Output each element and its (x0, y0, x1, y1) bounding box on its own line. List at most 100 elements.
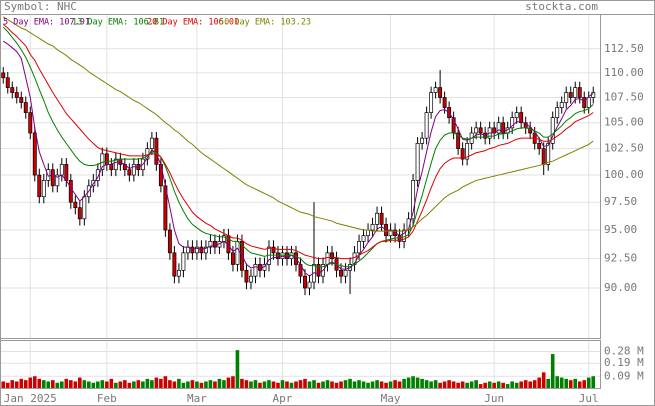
volume-bar (586, 377, 591, 388)
price-panel (0, 14, 601, 339)
volume-bar (442, 381, 447, 388)
candle-body (339, 269, 343, 277)
y-tick-label: 110.00 (604, 66, 644, 79)
volume-bar (514, 382, 519, 388)
candle-body (249, 275, 253, 283)
volume-bar (244, 380, 249, 388)
volume-bar (568, 380, 573, 388)
candle-body (208, 241, 213, 248)
candle-body (501, 122, 506, 134)
volume-bar (145, 378, 150, 388)
volume-bar (537, 377, 541, 388)
candle-body (73, 201, 78, 209)
candle-body (586, 97, 591, 108)
ema-line (2, 40, 594, 277)
x-tick-label: Jun (484, 392, 504, 405)
volume-bar (474, 380, 478, 388)
y-tick-label: 97.50 (604, 195, 637, 208)
volume-bar (451, 381, 456, 388)
volume-bar (10, 380, 15, 388)
volume-bar (433, 380, 438, 388)
volume-bar (199, 382, 204, 388)
candle-body (510, 117, 515, 129)
candle-body (411, 180, 416, 220)
candle-body (190, 246, 195, 254)
volume-bar (271, 381, 276, 388)
ema-line (2, 16, 594, 232)
volume-bar (330, 381, 334, 388)
volume-bar (186, 381, 190, 388)
candle-body (167, 229, 172, 254)
volume-bar (577, 381, 582, 388)
candle-body (276, 252, 280, 259)
volume-bar (370, 381, 375, 388)
candle-body (181, 252, 186, 271)
volume-bar (357, 380, 361, 388)
candle-body (23, 102, 28, 113)
volume-bar (55, 382, 60, 388)
volume-bar (114, 382, 118, 388)
volume-bar (582, 380, 587, 388)
volume-bar (393, 380, 397, 388)
volume-bar (348, 378, 352, 388)
volume-bar (339, 381, 343, 388)
volume-tick-label: 0.28 M (604, 344, 644, 357)
volume-bar (307, 381, 312, 388)
volume-bar (91, 382, 96, 388)
volume-bar (532, 380, 537, 388)
candle-body (59, 164, 64, 176)
candle-body (559, 102, 564, 108)
volume-bar (100, 380, 105, 388)
volume-bar (141, 381, 145, 388)
volume-bar (460, 381, 465, 388)
volume-bar (60, 381, 64, 388)
volume-bar (14, 381, 19, 388)
legend-entry: 20 Day EMA: 106.01 (147, 18, 239, 28)
volume-bar (312, 380, 316, 388)
candle-body (41, 180, 46, 198)
volume-bar (217, 378, 222, 388)
volume-bar (406, 377, 411, 388)
volume-bar (150, 380, 154, 388)
volume-bar (96, 381, 100, 388)
y-tick-label: 92.50 (604, 252, 637, 265)
volume-bar (343, 380, 348, 388)
volume-bar (564, 378, 569, 388)
candle-body (37, 174, 42, 198)
volume-bar (298, 380, 303, 388)
volume-bar (78, 377, 82, 388)
candle-body (442, 97, 447, 108)
candle-body (199, 246, 204, 254)
volume-bar (159, 378, 163, 388)
candle-body (95, 169, 100, 181)
volume-bar (136, 380, 141, 388)
volume-bar (573, 378, 578, 388)
volume-bar (64, 378, 69, 388)
volume-bar (379, 381, 384, 388)
volume-bar (28, 377, 33, 388)
volume-bar (190, 380, 195, 388)
candle-body (577, 87, 582, 98)
volume-bar (492, 382, 496, 388)
candle-body (343, 269, 348, 277)
source: stockta.com (525, 0, 598, 13)
volume-bar (226, 377, 231, 388)
volume-bar (37, 378, 42, 388)
volume-bar (384, 382, 388, 388)
volume-bar (177, 378, 181, 388)
candle-body (109, 164, 114, 171)
volume-bar (501, 382, 505, 388)
y-tick-label: 95.00 (604, 223, 637, 236)
volume-bar (258, 382, 262, 388)
candle-body (10, 87, 15, 93)
volume-bar (523, 380, 528, 388)
volume-bar (181, 382, 186, 388)
candle-body (172, 252, 177, 277)
volume-bar (303, 378, 307, 388)
candle-body (429, 92, 434, 113)
volume-bar (208, 380, 213, 388)
x-tick-label: Mar (187, 392, 207, 405)
candle-body (460, 148, 465, 160)
volume-bar (46, 381, 51, 388)
candle-body (519, 112, 524, 124)
